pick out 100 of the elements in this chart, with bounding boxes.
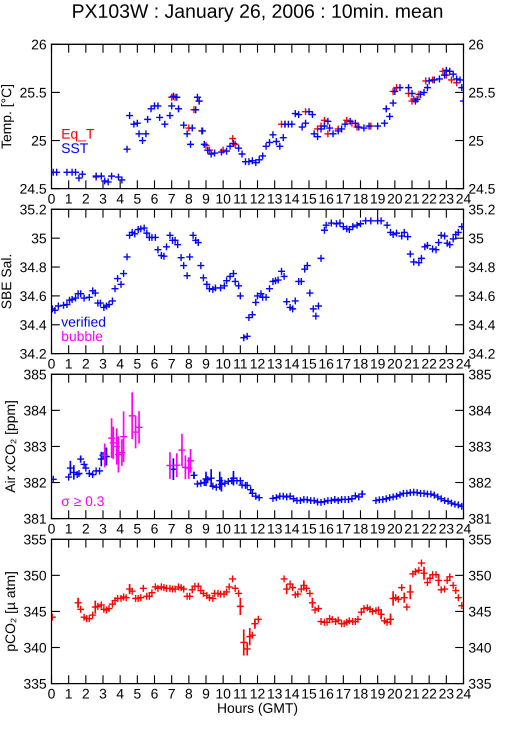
x-tick-label: 0 [48,524,55,534]
x-tick-label: 18 [354,688,368,699]
x-tick-label: 2 [82,688,89,698]
chart-title: PX103W : January 26, 2006 : 10min. mean [73,4,442,22]
y2-tick-label: 34.4 [468,320,495,330]
y-tick-label: 34.4 [20,320,46,330]
x-tick-label: 10 [216,688,230,699]
x-tick-label: 16 [320,358,334,369]
x-tick-label: 4 [116,524,124,534]
series-label: SST [62,143,88,154]
y-tick-label: 25.5 [20,88,46,98]
x-tick-label: 0 [48,688,55,699]
y-tick-label: 25 [32,136,46,146]
y2-tick-label: 34.6 [468,291,495,302]
x-tick-label: 2 [82,524,89,534]
x-tick-label: 22 [422,358,436,369]
x-tick-label: 2 [82,358,89,369]
y-tick-label: 345 [24,606,46,617]
x-tick-label: 23 [439,688,454,699]
x-tick-label: 17 [336,358,350,369]
x-tick-label: 5 [134,358,141,369]
y-tick-label: 34.2 [20,348,46,359]
x-tick-label: 22 [422,194,436,204]
y-tick-label: 340 [24,642,46,653]
x-tick-label: 19 [371,688,385,699]
x-tick-label: 11 [234,194,247,204]
x-tick-label: 3 [100,194,106,204]
y-tick-label: 382 [24,478,46,488]
x-tick-label: 3 [100,524,106,534]
x-tick-label: 13 [268,194,282,204]
x-tick-label: 0 [48,194,55,204]
x-tick-label: 7 [168,524,175,534]
x-tick-label: 8 [186,524,192,534]
x-tick-label: 9 [202,194,210,204]
x-tick-label: 5 [134,688,141,699]
x-tick-label: 21 [404,524,420,534]
x-tick-label: 9 [202,358,210,369]
y-tick-label: 384 [24,406,46,416]
y2-tick-label: 35 [468,234,484,244]
y2-tick-label: 345 [468,606,491,617]
x-tick-label: 18 [354,524,368,534]
x-tick-label: 24 [456,194,471,204]
y2-tick-label: 35.2 [468,204,495,214]
y2-tick-label: 25 [469,136,484,146]
y2-tick-label: 385 [468,370,491,380]
x-tick-label: 15 [302,688,316,699]
x-tick-label: 24 [456,358,471,369]
x-tick-label: 13 [268,688,282,699]
x-tick-label: 19 [371,358,385,369]
x-tick-label: 15 [302,524,316,534]
x-tick-label: 20 [388,688,402,699]
x-tick-label: 1 [66,194,72,204]
y-tick-label: 34.6 [20,291,46,302]
x-tick-label: 18 [354,358,368,369]
x-tick-label: 13 [268,358,282,369]
x-tick-label: 22 [422,524,436,534]
y-tick-label: 355 [24,534,46,544]
y-tick-label: 381 [24,514,46,524]
x-tick-label: 19 [371,524,385,534]
x-tick-label: 16 [320,194,334,204]
x-tick-label: 8 [186,358,192,369]
y2-tick-label: 381 [468,514,491,524]
y-axis-title: Temp. [°C] [1,84,14,149]
x-tick-label: 23 [439,524,454,534]
x-tick-label: 9 [202,688,210,699]
x-tick-label: 16 [320,688,334,699]
y-axis-title: pCO₂ [µ atm] [4,572,18,651]
x-tick-label: 5 [134,194,141,204]
x-tick-label: 3 [100,688,106,699]
x-tick-label: 20 [388,358,402,369]
y2-tick-label: 26 [469,40,484,50]
y2-tick-label: 25.5 [469,88,495,98]
x-tick-label: 22 [422,688,436,698]
x-tick-label: 16 [320,524,334,534]
y2-tick-label: 335 [468,678,491,689]
y2-tick-label: 340 [468,642,491,653]
x-tick-label: 14 [285,688,300,698]
y-tick-label: 34.8 [20,262,46,272]
x-tick-label: 21 [404,688,420,698]
x-tick-label: 21 [404,358,420,369]
x-tick-label: 21 [404,194,420,204]
x-tick-label: 3 [100,358,106,369]
x-tick-label: 24 [456,524,471,534]
y2-tick-label: 24.5 [469,184,495,194]
y2-tick-label: 382 [468,478,491,488]
x-tick-label: 17 [336,194,350,204]
x-tick-label: 24 [456,688,471,698]
y-tick-label: 383 [24,442,46,452]
y-tick-label: 385 [24,370,46,380]
x-tick-label: 20 [388,194,402,204]
y-axis-title: SBE Sal. [1,254,12,309]
x-tick-label: 9 [202,524,210,534]
x-tick-label: 0 [48,358,55,369]
x-tick-label: 23 [439,358,454,369]
x-tick-label: 14 [285,194,300,204]
x-tick-label: 1 [66,358,72,369]
x-tick-label: 7 [168,194,175,204]
x-tick-label: 15 [302,358,316,369]
x-tick-label: 15 [302,194,316,204]
x-axis-title: Hours (GMT) [218,702,298,716]
